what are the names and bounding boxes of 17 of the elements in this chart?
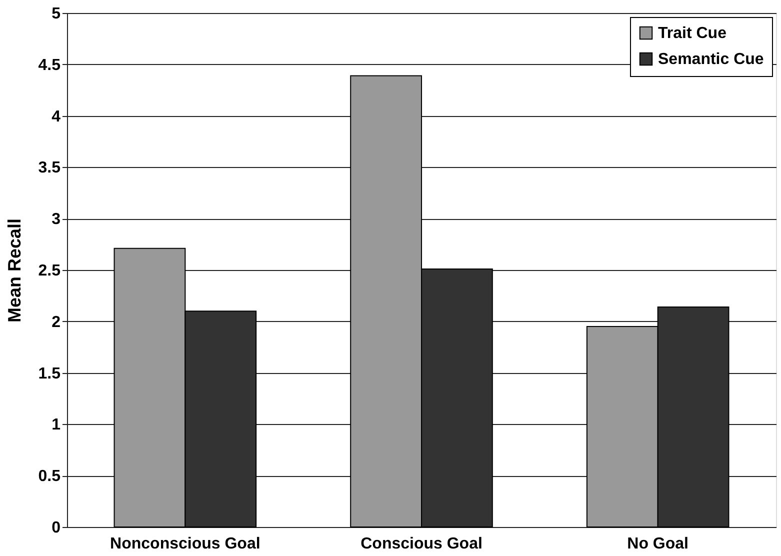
y-tick-label: 0	[52, 520, 61, 536]
x-tick-label: No Goal	[627, 536, 689, 552]
y-tick-label: 5	[52, 6, 61, 22]
y-tick-label: 2.5	[38, 262, 61, 280]
y-tick-label: 1.5	[38, 365, 61, 382]
y-tick-label: 4.5	[38, 56, 61, 74]
y-tick-label: 3	[52, 211, 61, 228]
y-tick-label: 2	[52, 314, 61, 331]
y-tick-label: 0.5	[38, 468, 61, 486]
x-tick-label: Conscious Goal	[360, 536, 482, 552]
y-tick-label: 4	[52, 108, 61, 126]
y-axis-title: Mean Recall	[4, 218, 24, 323]
legend-label: Trait Cue	[658, 25, 727, 42]
y-tick-label: 3.5	[38, 160, 61, 177]
y-tick-label: 1	[52, 416, 61, 434]
legend-label: Semantic Cue	[658, 51, 764, 68]
x-tick-label: Nonconscious Goal	[110, 536, 260, 552]
